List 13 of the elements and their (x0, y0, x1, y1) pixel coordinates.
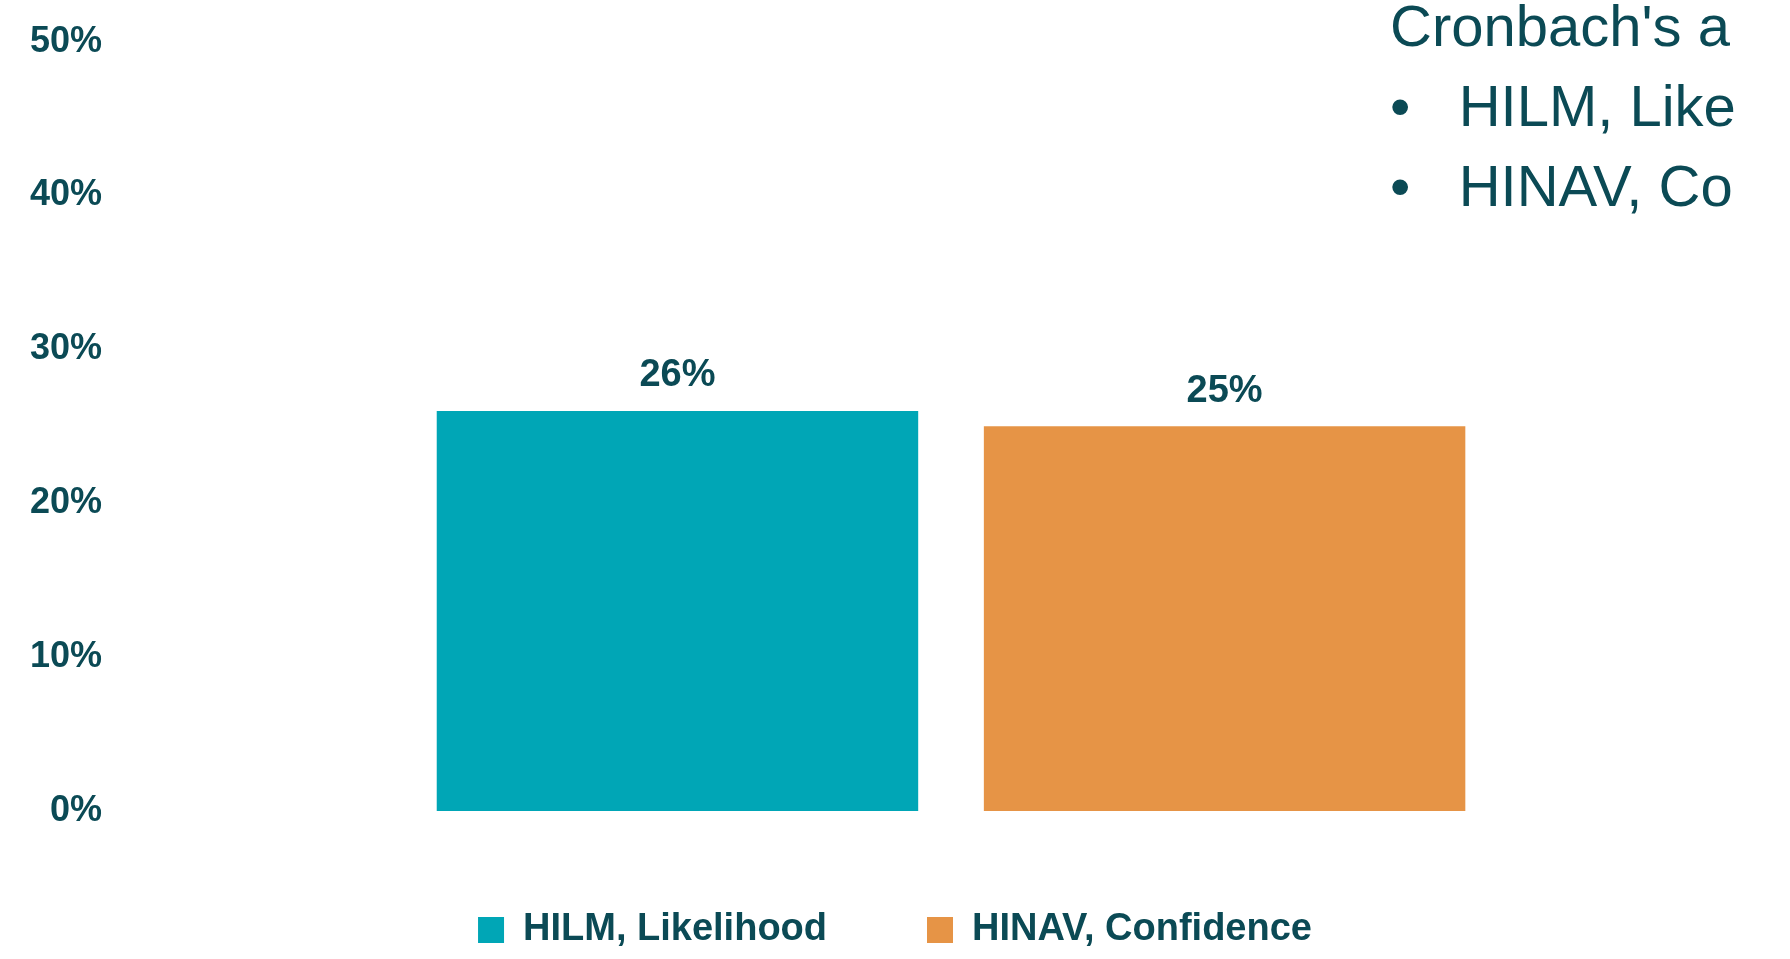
legend-label: HILM, Likelihood (523, 906, 828, 949)
annotation: • HILM, Like (1390, 73, 1736, 138)
annotation: • HINAV, Co (1390, 153, 1733, 218)
legend-label: HINAV, Confidence (972, 906, 1312, 949)
y-tick-label: 40% (29, 172, 103, 214)
y-tick-label: 10% (29, 634, 103, 676)
annotation: Cronbach's a (1390, 0, 1731, 58)
y-tick-label: 50% (29, 18, 103, 60)
y-tick-label: 30% (29, 326, 103, 368)
data-label: 25% (1186, 367, 1263, 410)
y-tick-label: 20% (29, 480, 103, 522)
y-tick-label: 0% (50, 787, 103, 829)
data-label: 26% (639, 352, 716, 395)
